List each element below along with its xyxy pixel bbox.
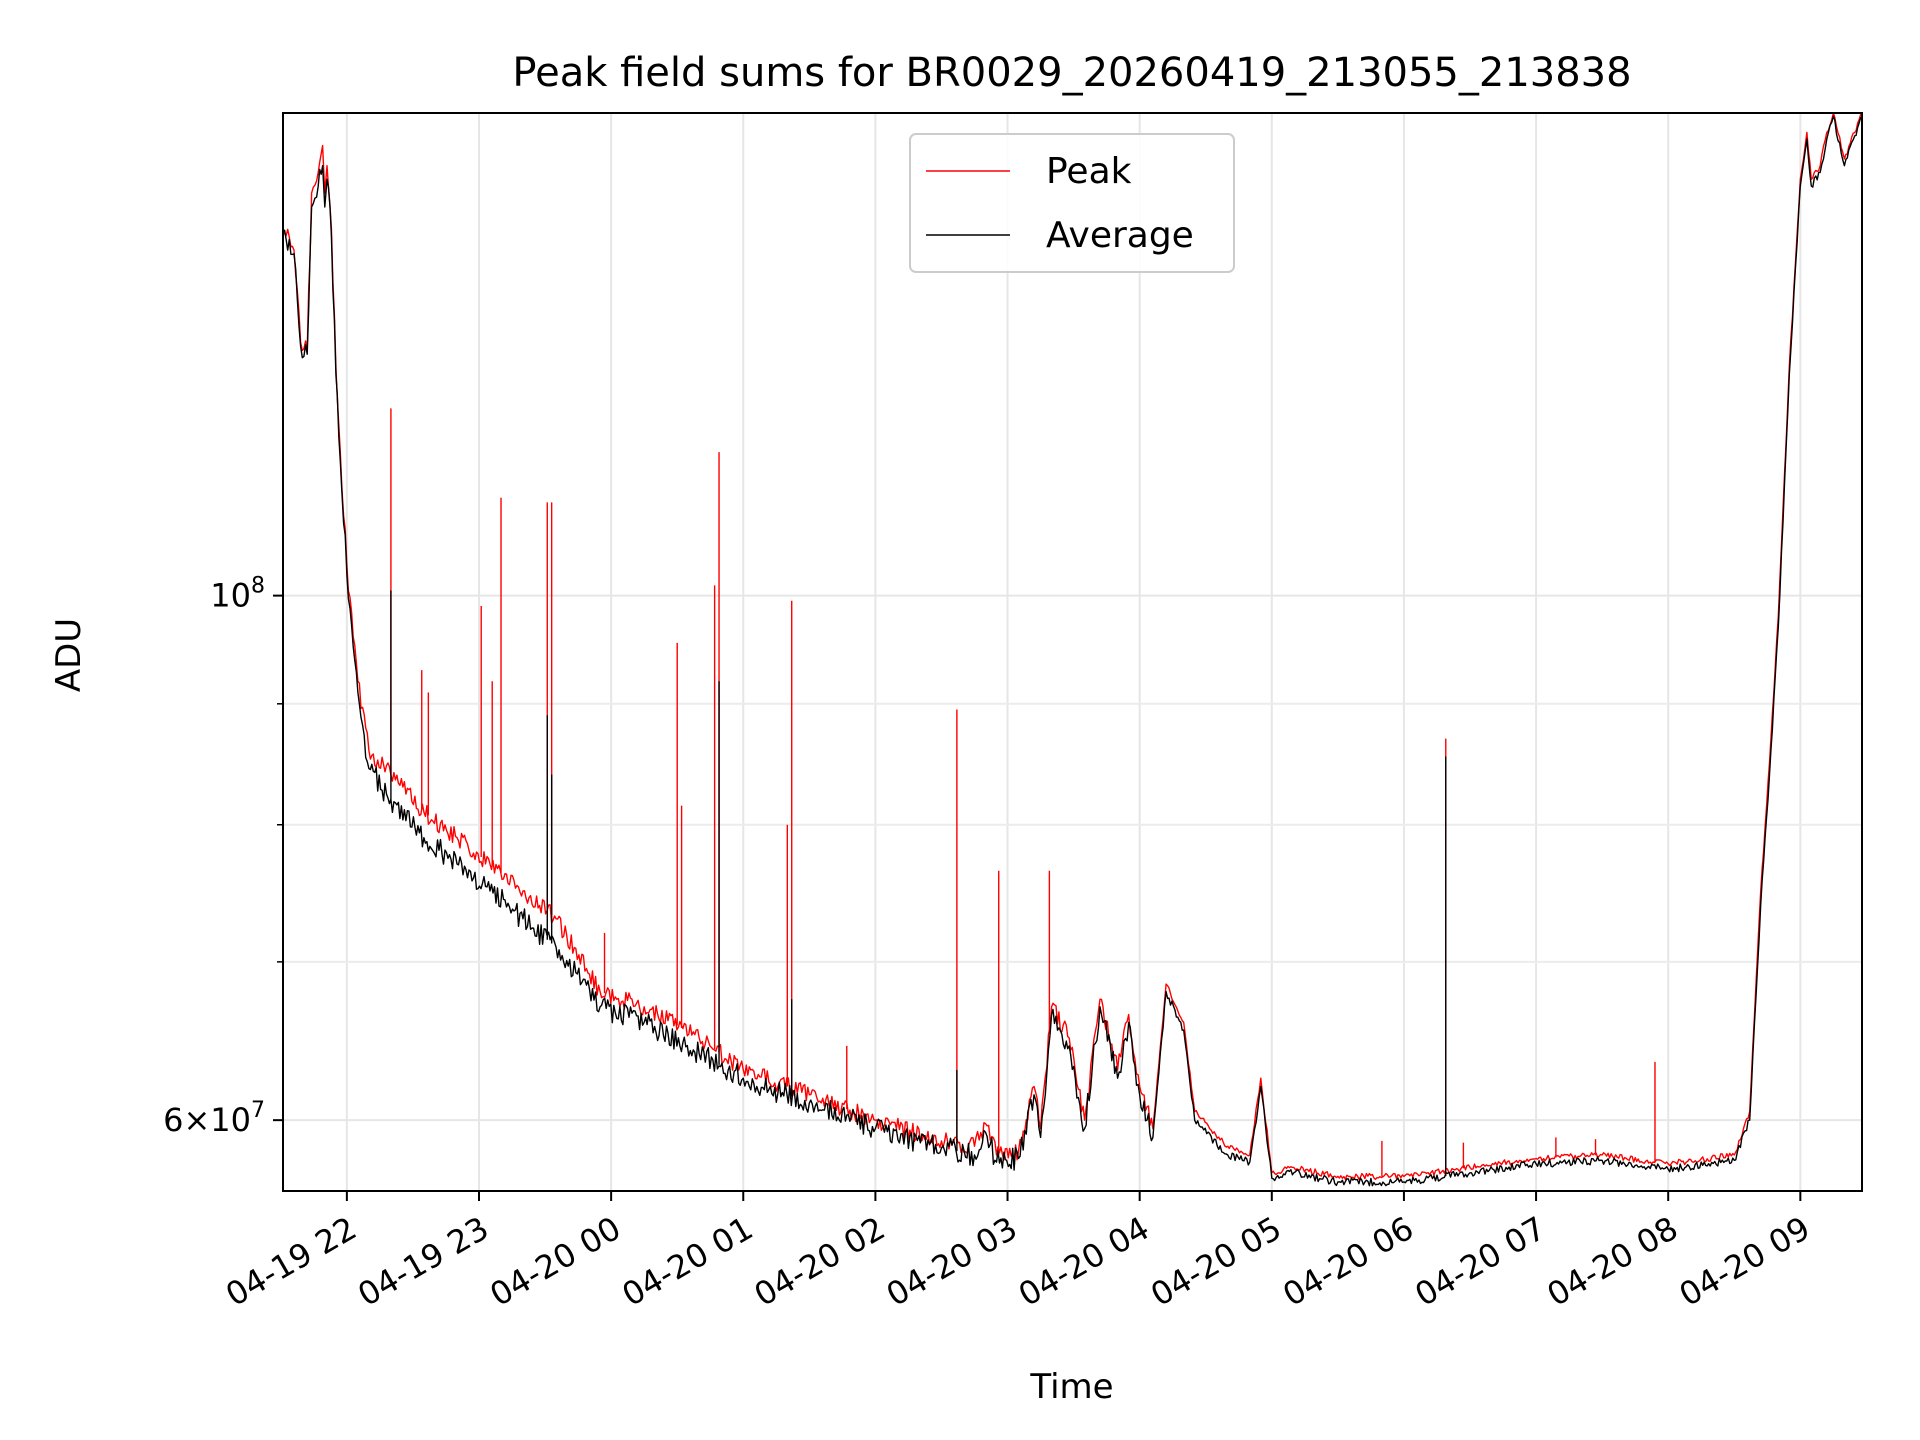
chart-title: Peak field sums for BR0029_20260419_2130… [512,50,1631,96]
series-average [282,115,1863,1187]
series-layer [282,112,1863,1187]
y-tick-label: 108 [210,574,265,615]
grid [283,113,1862,1191]
y-tick-label: 6×107 [163,1098,265,1139]
legend: Peak Average [909,133,1235,273]
series-line-average [282,115,1863,1187]
legend-frame [909,133,1235,273]
plot-area-frame [282,112,1863,1192]
y-axis-title: ADU [49,618,89,692]
legend-label-peak: Peak [1046,151,1132,192]
x-axis-title: Time [1029,1367,1113,1407]
legend-label-average: Average [1046,215,1194,256]
series-peak [282,112,1863,1181]
